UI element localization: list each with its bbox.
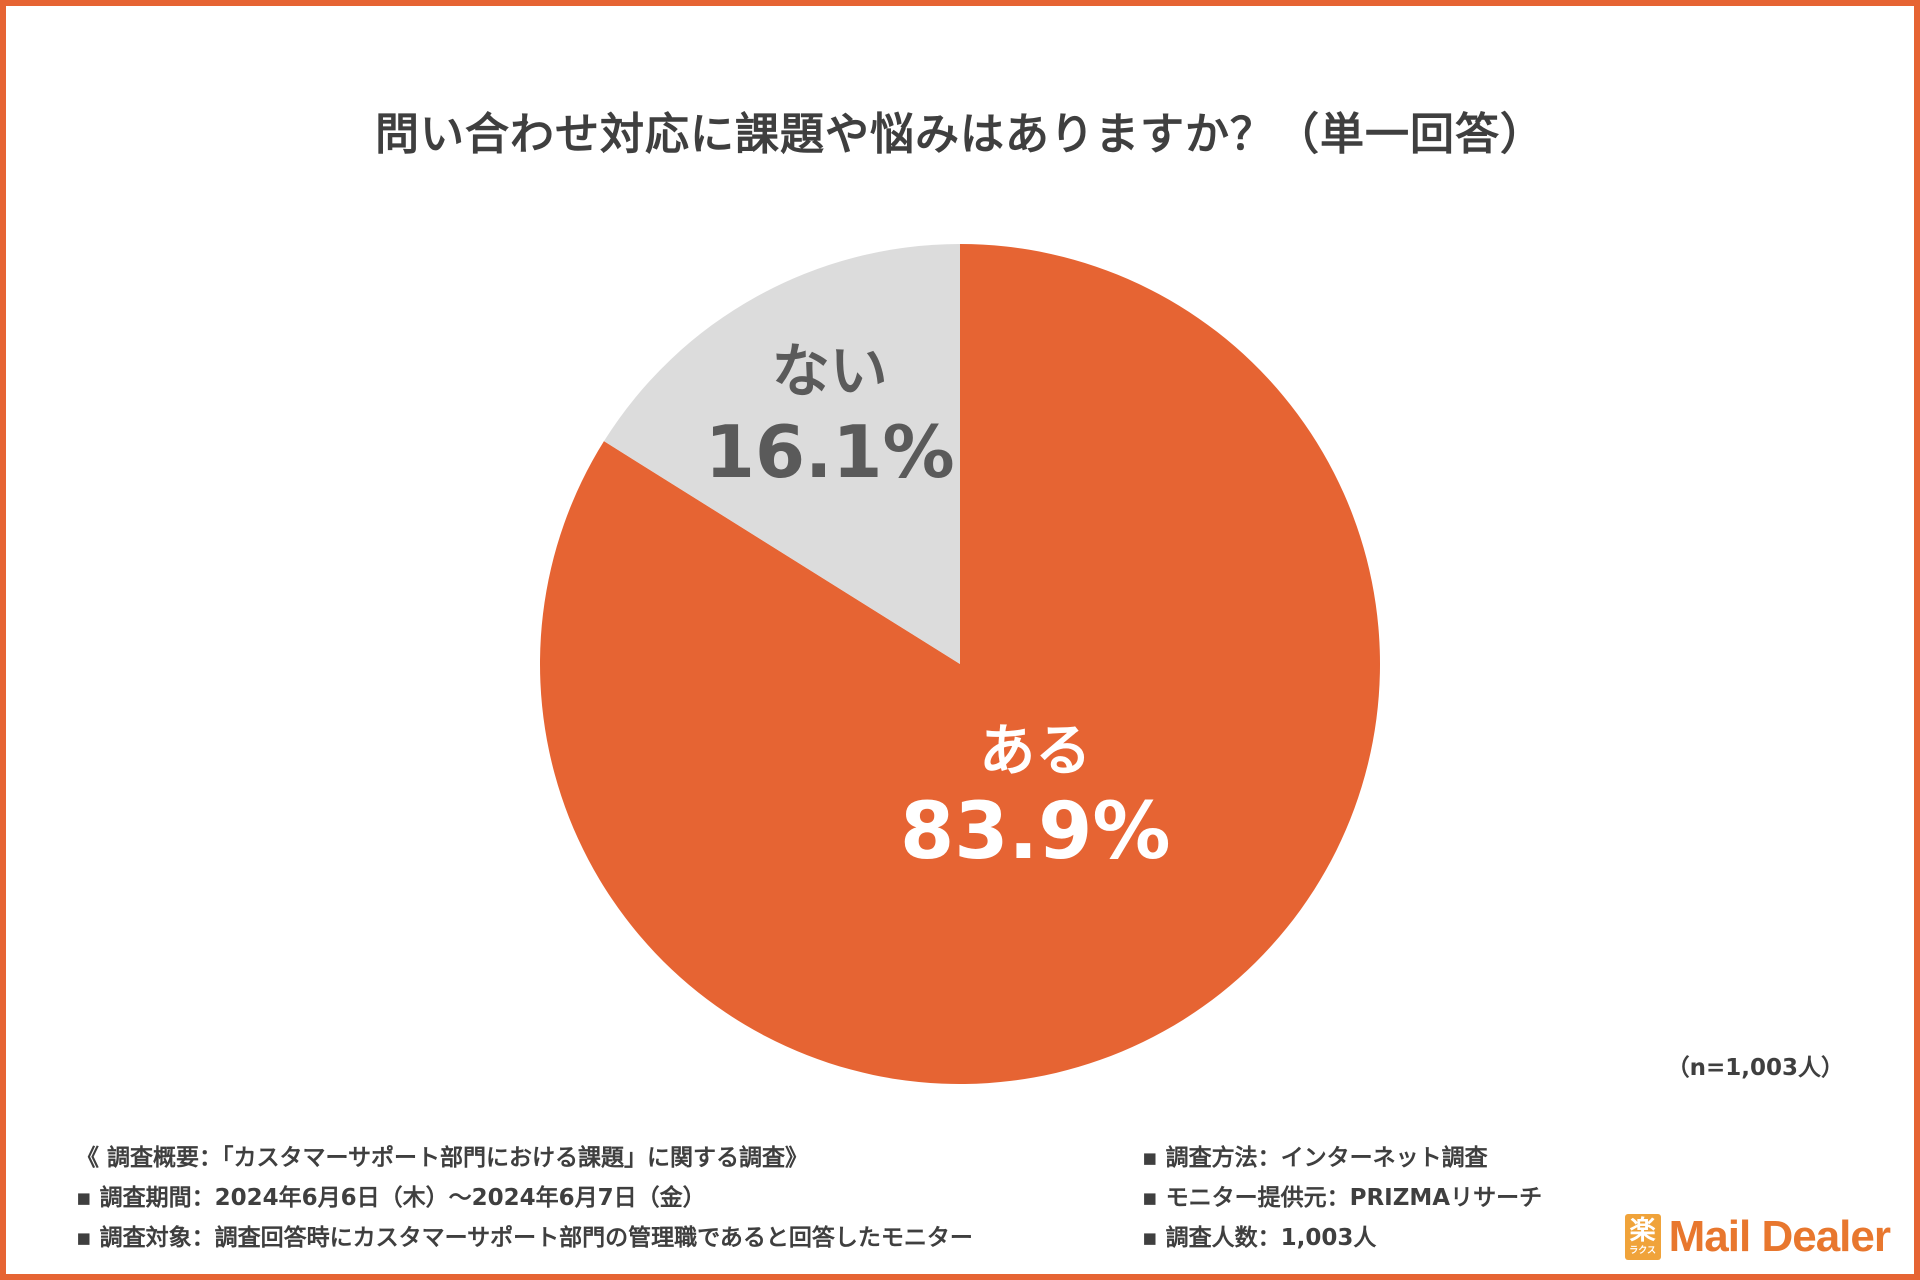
- survey-notes-left: 《 調査概要：「カスタマーサポート部門における課題」に関する調査》 ▪ 調査期間…: [76, 1138, 973, 1258]
- slice-name-label-1: ない: [772, 337, 888, 405]
- survey-target: ▪ 調査対象：調査回答時にカスタマーサポート部門の管理職であると回答したモニター: [76, 1225, 973, 1251]
- chart-title: 問い合わせ対応に課題や悩みはありますか？（単一回答）: [375, 109, 1545, 160]
- survey-period: ▪ 調査期間：2024年6月6日（木）〜2024年6月7日（金）: [76, 1185, 706, 1211]
- raku-logo-icon: 楽 ラクス: [1624, 1214, 1661, 1260]
- monitor-provider: ▪ モニター提供元：PRIZMAリサーチ: [1142, 1185, 1543, 1211]
- survey-method: ▪ 調査方法：インターネット調査: [1142, 1145, 1488, 1171]
- slice-value-label-0: 83.9%: [900, 787, 1171, 877]
- respondent-count: ▪ 調査人数：1,003人: [1142, 1225, 1377, 1251]
- slice-name-label-0: ある: [979, 719, 1091, 784]
- brand-logo: 楽 ラクス Mail Dealer: [1624, 1212, 1891, 1262]
- survey-notes-right: ▪ 調査方法：インターネット調査 ▪ モニター提供元：PRIZMAリサーチ ▪ …: [1142, 1138, 1542, 1258]
- sample-size-note: （n=1,003人）: [1666, 1055, 1844, 1081]
- brand-name: Mail Dealer: [1668, 1212, 1891, 1261]
- survey-overview: 《 調査概要：「カスタマーサポート部門における課題」に関する調査》: [76, 1145, 809, 1171]
- slice-value-label-1: 16.1%: [705, 410, 955, 494]
- pie-slice-1: [603, 244, 960, 664]
